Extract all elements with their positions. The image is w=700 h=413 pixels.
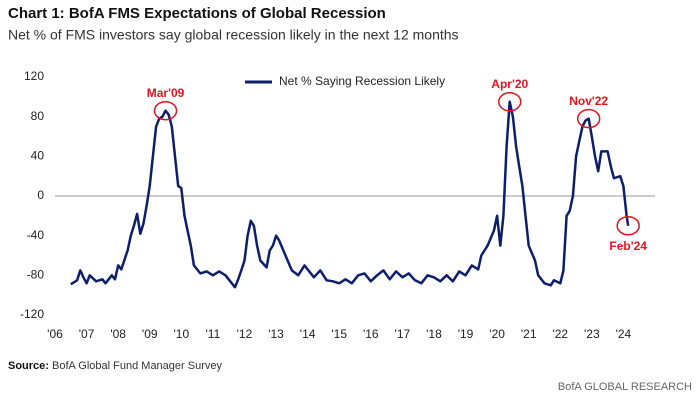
x-tick-label: '20	[489, 327, 505, 341]
annotation-circle	[497, 92, 522, 112]
x-tick-label: '06	[47, 327, 63, 341]
x-tick-label: '09	[142, 327, 158, 341]
x-tick-label: '12	[237, 327, 253, 341]
y-tick-label: -40	[27, 228, 45, 242]
y-tick-label: 0	[37, 188, 44, 202]
x-tick-label: '18	[426, 327, 442, 341]
annotation-circle	[576, 108, 601, 129]
y-tick-label: 40	[31, 149, 45, 163]
source-label: Source:	[8, 360, 49, 372]
x-tick-label: '15	[331, 327, 347, 341]
annotation-label: Nov'22	[569, 94, 608, 108]
x-tick-label: '16	[363, 327, 379, 341]
x-tick-label: '10	[173, 327, 189, 341]
annotation-label: Feb'24	[609, 239, 647, 253]
x-tick-label: '08	[110, 327, 126, 341]
y-tick-label: 80	[31, 109, 45, 123]
x-tick-label: '17	[395, 327, 411, 341]
annotation-label: Apr'20	[491, 77, 528, 91]
chart-title: Chart 1: BofA FMS Expectations of Global…	[8, 5, 386, 22]
x-tick-label: '19	[458, 327, 474, 341]
chart-subtitle: Net % of FMS investors say global recess…	[8, 27, 459, 43]
x-tick-label: '07	[79, 327, 95, 341]
y-tick-label: 120	[24, 69, 44, 83]
series-line	[70, 100, 630, 289]
x-tick-label: '24	[616, 327, 632, 341]
x-tick-label: '23	[584, 327, 600, 341]
annotation-circle	[153, 100, 178, 121]
y-tick-label: -120	[20, 307, 44, 321]
annotation-label: Mar'09	[147, 86, 185, 100]
y-tick-label: -80	[27, 268, 45, 282]
annotation-circle	[616, 216, 640, 236]
x-tick-label: '13	[268, 327, 284, 341]
footer: BofA GLOBAL RESEARCH	[558, 381, 692, 393]
legend-label: Net % Saying Recession Likely	[279, 74, 445, 88]
x-tick-label: '21	[521, 327, 537, 341]
source: BofA Global Fund Manager Survey	[52, 360, 222, 372]
x-tick-label: '11	[206, 327, 221, 341]
x-tick-label: '22	[552, 327, 568, 341]
x-tick-label: '14	[300, 327, 316, 341]
